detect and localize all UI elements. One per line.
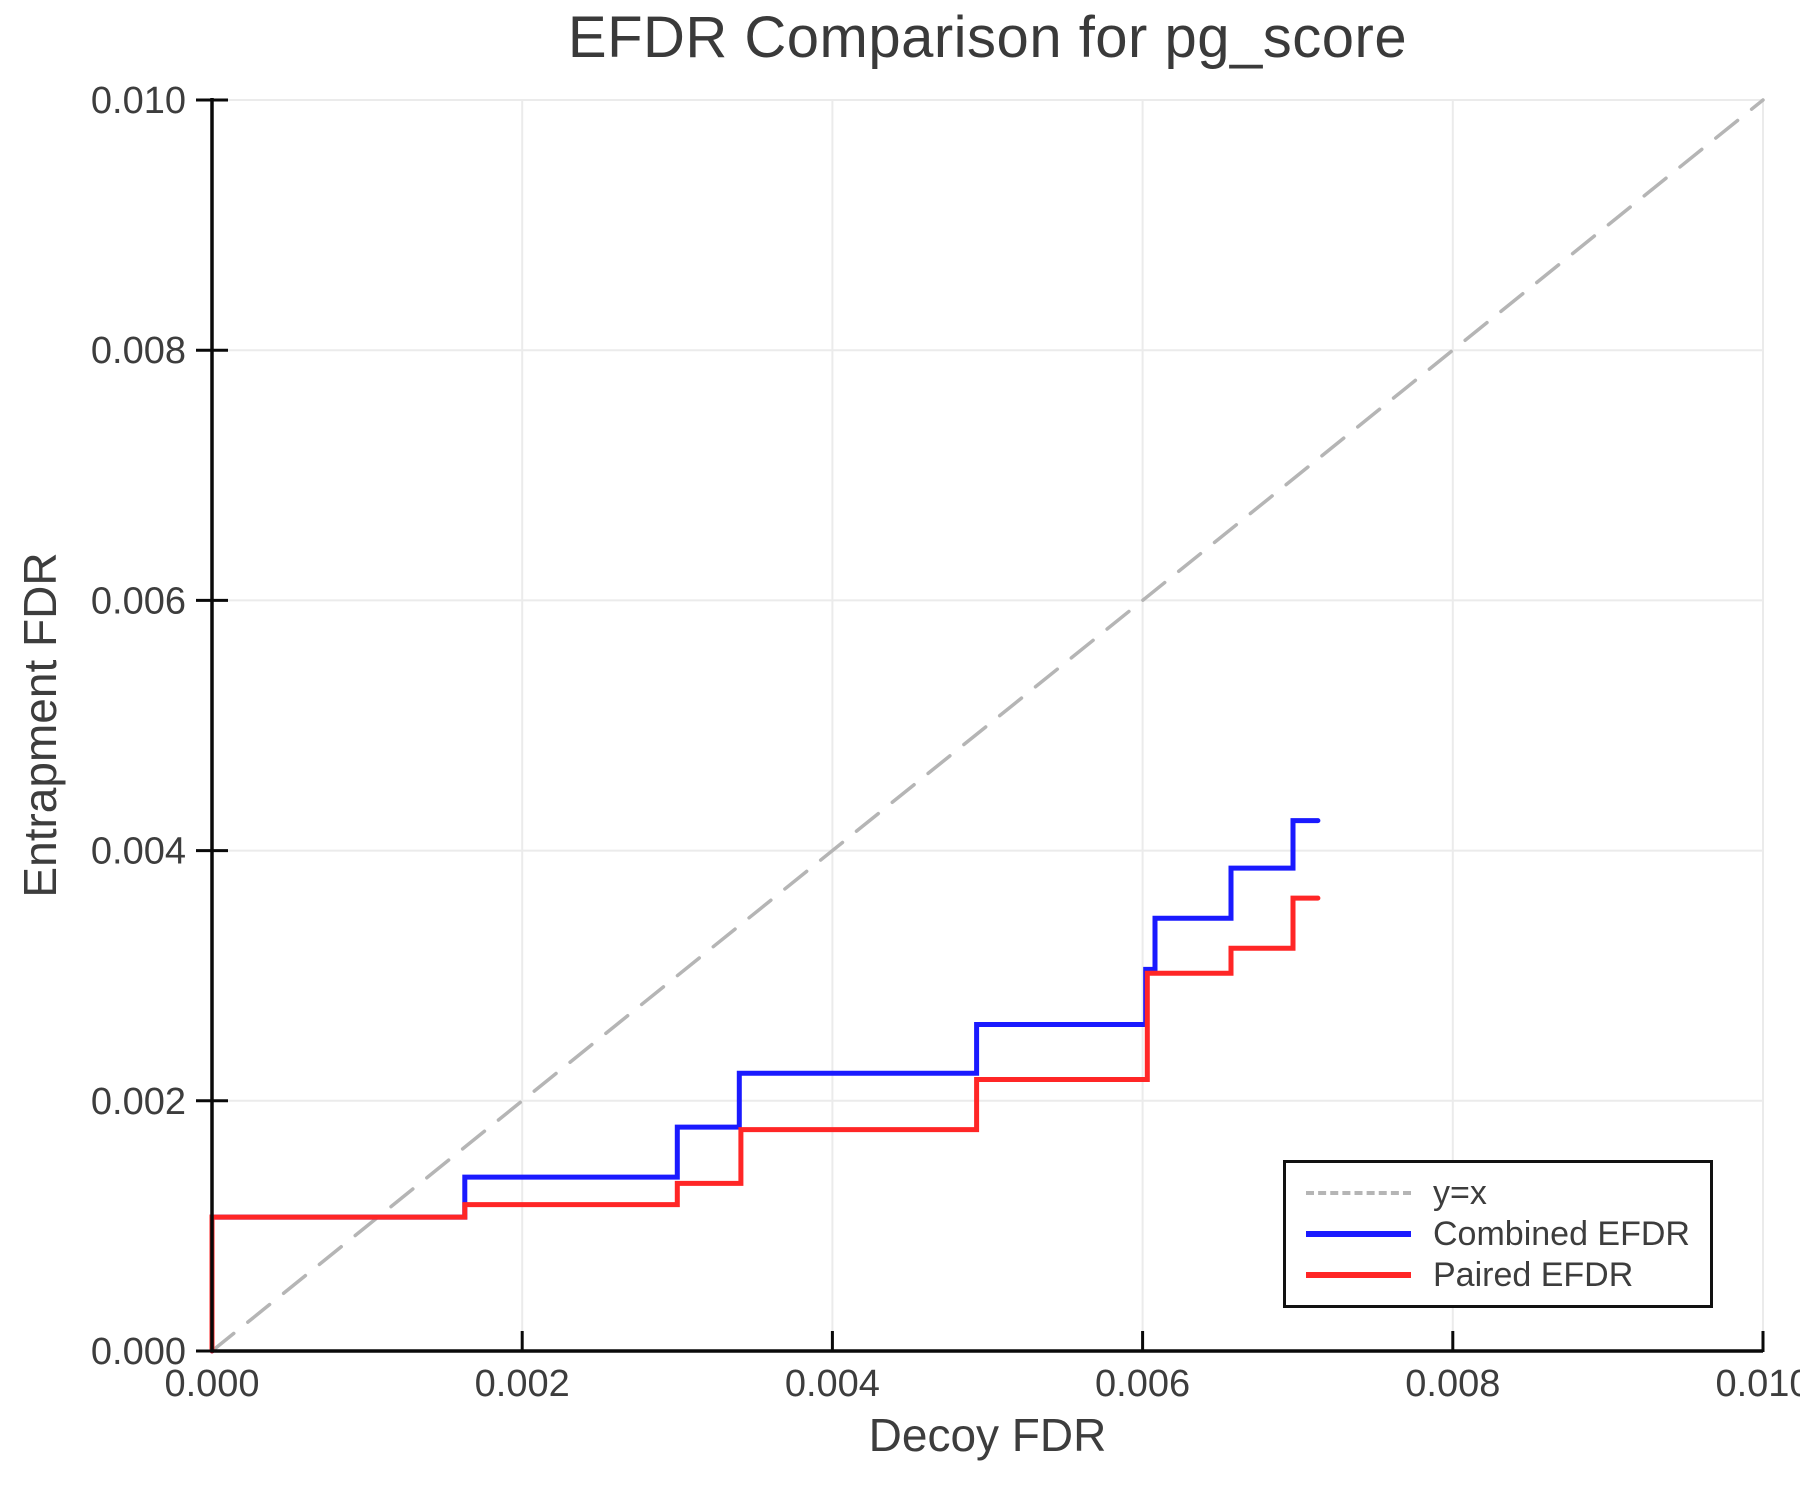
identity-line-swatch [1306, 1191, 1411, 1195]
legend-row-combined: Combined EFDR [1306, 1215, 1710, 1253]
combined-line-swatch [1306, 1231, 1411, 1237]
svg-text:0.000: 0.000 [164, 1363, 259, 1405]
x-axis-label: Decoy FDR [868, 1409, 1107, 1461]
svg-text:0.010: 0.010 [1715, 1363, 1800, 1405]
chart-title: EFDR Comparison for pg_score [567, 5, 1408, 70]
paired-line-swatch [1306, 1272, 1411, 1278]
svg-text:0.010: 0.010 [91, 80, 186, 122]
y-axis-label: Entrapment FDR [14, 552, 66, 898]
svg-text:0.004: 0.004 [785, 1363, 880, 1405]
legend-row-paired: Paired EFDR [1306, 1256, 1710, 1294]
svg-text:0.002: 0.002 [91, 1081, 186, 1123]
svg-text:0.004: 0.004 [91, 831, 186, 873]
legend-row-identity: y=x [1306, 1174, 1710, 1212]
legend-label-combined: Combined EFDR [1433, 1215, 1690, 1253]
svg-text:0.002: 0.002 [475, 1363, 570, 1405]
legend-label-identity: y=x [1433, 1174, 1487, 1212]
svg-text:0.000: 0.000 [91, 1331, 186, 1373]
legend-label-paired: Paired EFDR [1433, 1256, 1634, 1294]
svg-text:0.008: 0.008 [1405, 1363, 1500, 1405]
svg-text:0.006: 0.006 [91, 580, 186, 622]
svg-text:0.008: 0.008 [91, 330, 186, 372]
svg-text:0.006: 0.006 [1095, 1363, 1190, 1405]
legend: y=x Combined EFDR Paired EFDR [1283, 1160, 1713, 1308]
